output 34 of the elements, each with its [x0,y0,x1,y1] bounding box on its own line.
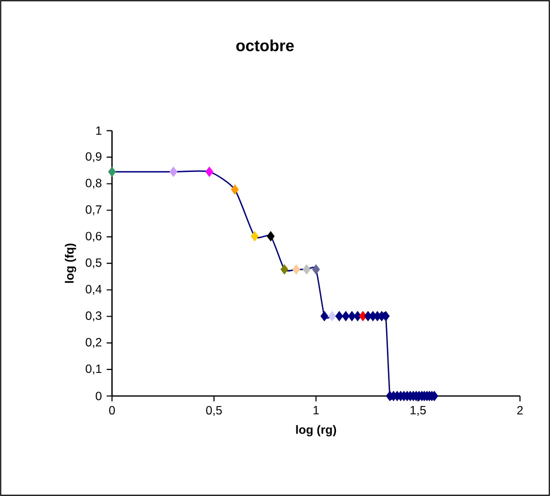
y-tick-label: 0 [96,392,102,400]
point [170,166,178,177]
point [250,231,258,242]
point [348,311,356,322]
point [230,184,239,195]
y-axis-title: log (fq) [64,244,76,283]
y-tick-label: 0,1 [86,364,102,374]
y-tick-label: 0,8 [86,178,102,189]
x-tick-label: 1,5 [410,406,426,416]
y-tick-label: 0,5 [86,258,102,268]
point [280,264,288,274]
point [342,311,350,322]
point [205,166,214,177]
point [328,311,336,322]
x-tick-label: 2 [517,406,523,414]
point [320,311,328,322]
point [292,264,300,274]
point [108,166,116,177]
y-tick-label: 0,6 [86,232,102,242]
point [312,264,320,274]
x-tick-label: 0,5 [206,406,222,416]
point [302,264,310,274]
y-tick-label: 0,4 [86,284,102,295]
chart-title: octobre [236,40,294,52]
x-tick-label: 0 [109,406,115,415]
y-tick-label: 1 [96,126,102,135]
y-tick-label: 0,7 [86,205,102,216]
y-tick-label: 0,2 [86,338,102,348]
x-axis-title: log (rg) [296,425,336,436]
point [335,311,344,322]
y-tick-label: 0,9 [86,152,102,162]
point [266,231,275,242]
y-tick-label: 0,3 [86,311,102,322]
x-tick-label: 1 [314,406,319,414]
